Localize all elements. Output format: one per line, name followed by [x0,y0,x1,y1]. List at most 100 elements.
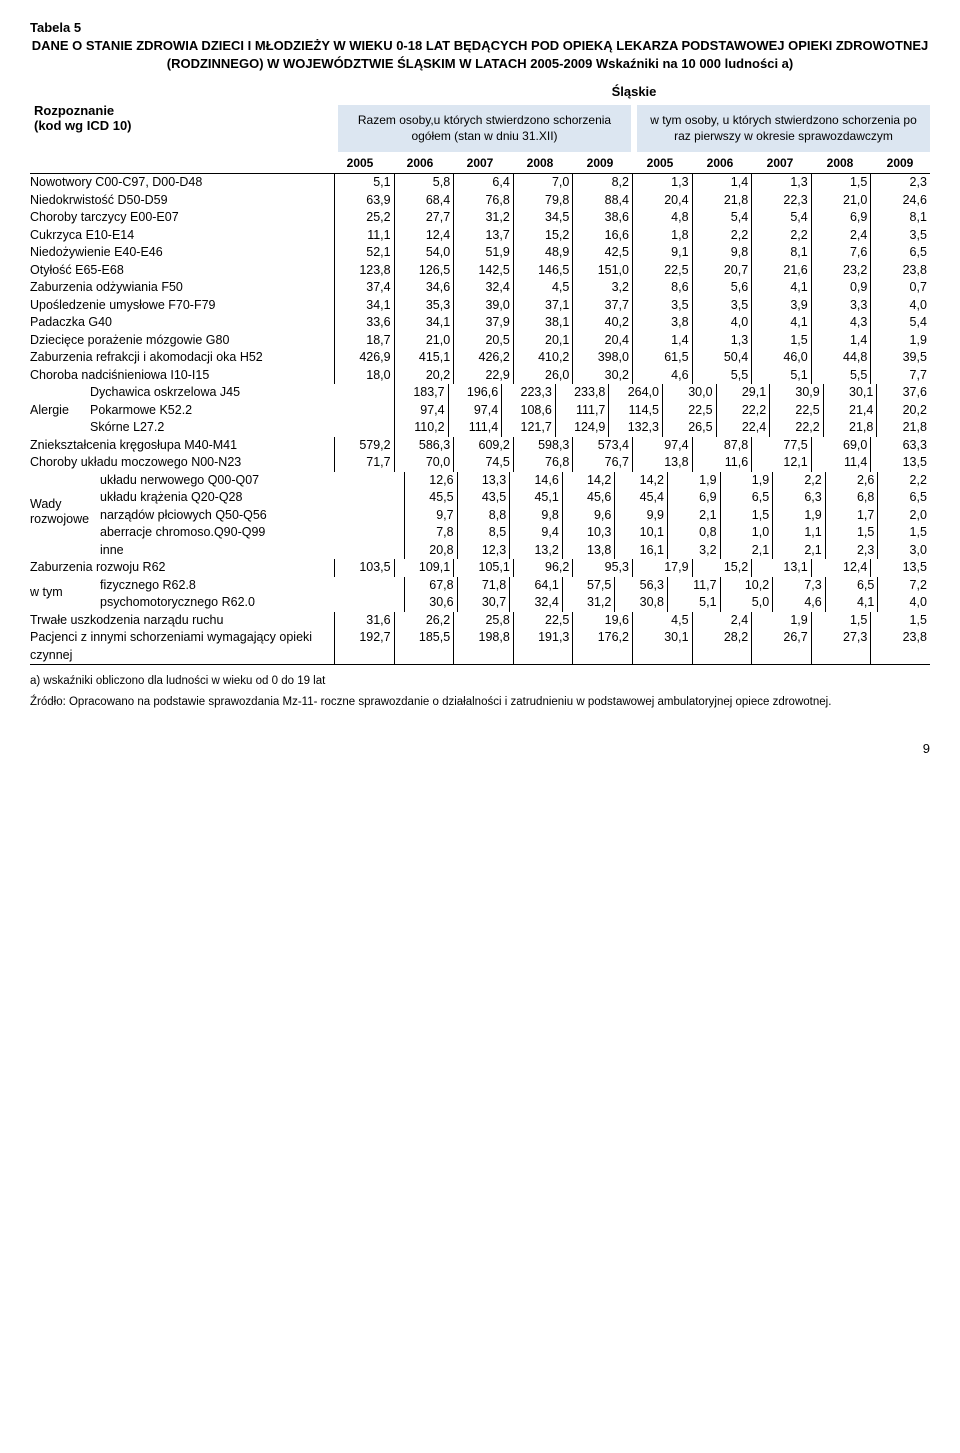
row-label: Trwałe uszkodzenia narządu ruchu [30,612,334,630]
data-cell: 3,5 [870,227,930,245]
data-cell: 37,9 [453,314,513,332]
data-cell: 21,8 [876,419,930,437]
data-cell: 22,9 [453,367,513,385]
data-cell: 43,5 [457,489,510,507]
data-cell: 15,2 [692,559,752,577]
data-cell: 609,2 [453,437,513,455]
data-cell: 1,5 [825,524,878,542]
data-cell: 1,9 [720,472,773,490]
data-cell: 46,0 [751,349,811,367]
data-cell: 3,3 [811,297,871,315]
data-cell: 6,5 [825,577,878,595]
data-cell: 13,3 [457,472,510,490]
data-cell: 22,2 [716,402,770,420]
data-cell: 3,9 [751,297,811,315]
data-cell: 4,0 [870,297,930,315]
data-cell: 45,5 [404,489,457,507]
data-cell: 33,6 [334,314,394,332]
row-label: Zniekształcenia kręgosłupa M40-M41 [30,437,334,455]
data-cell: 13,5 [870,454,930,472]
data-cell: 96,2 [513,559,573,577]
data-cell: 7,7 [870,367,930,385]
data-cell: 7,8 [404,524,457,542]
data-cell: 48,9 [513,244,573,262]
data-cell: 223,3 [501,384,555,402]
table-row: Choroba nadciśnieniowa I10-I1518,020,222… [30,367,930,385]
data-cell: 20,7 [692,262,752,280]
table-row: Otyłość E65-E68123,8126,5142,5146,5151,0… [30,262,930,280]
data-cell: 1,5 [870,612,930,630]
data-cell: 6,5 [720,489,773,507]
years-row: 2005 2006 2007 2008 2009 2005 2006 2007 … [30,156,930,174]
source-text: Źródło: Opracowano na podstawie sprawozd… [30,695,930,711]
data-cell: 14,2 [614,472,667,490]
data-cell: 6,8 [825,489,878,507]
table-row: psychomotorycznego R62.0w tym30,630,732,… [30,594,930,612]
data-cell: 1,0 [720,524,773,542]
data-cell: 6,5 [870,244,930,262]
table-row: Zaburzenia rozwoju R62103,5109,1105,196,… [30,559,930,577]
row-label: Otyłość E65-E68 [30,262,334,280]
row-label: Dychawica oskrzelowa J45 [30,384,394,402]
data-cell: 4,6 [632,367,692,385]
data-cell: 30,6 [404,594,457,612]
page-title: DANE O STANIE ZDROWIA DZIECI I MŁODZIEŻY… [30,37,930,72]
data-cell: 5,5 [811,367,871,385]
row-label: Padaczka G40 [30,314,334,332]
data-cell: 233,8 [555,384,609,402]
table-row: układu krążenia Q20-Q2845,543,545,145,64… [30,489,930,507]
data-cell: 183,7 [394,384,448,402]
data-cell: 5,5 [692,367,752,385]
data-cell: 3,5 [632,297,692,315]
data-cell: 198,8 [453,629,513,664]
row-label: aberracje chromoso.Q90-Q99 [30,524,404,542]
data-cell: 2,2 [751,227,811,245]
data-cell: 5,4 [870,314,930,332]
data-cell: 1,3 [632,174,692,192]
data-cell: 9,8 [692,244,752,262]
data-cell: 103,5 [334,559,394,577]
data-cell: 1,5 [720,507,773,525]
data-cell: 18,0 [334,367,394,385]
data-cell: 13,2 [509,542,562,560]
data-cell: 1,9 [870,332,930,350]
row-label: Choroby tarczycy E00-E07 [30,209,334,227]
data-cell: 1,5 [877,524,930,542]
data-cell: 9,1 [632,244,692,262]
data-cell: 30,2 [572,367,632,385]
data-cell: 13,8 [562,542,615,560]
data-cell: 3,5 [692,297,752,315]
table-row: inne20,812,313,213,816,13,22,12,12,33,0 [30,542,930,560]
data-cell: 56,3 [614,577,667,595]
data-cell: 97,4 [394,402,448,420]
data-cell: 5,6 [692,279,752,297]
data-cell: 39,5 [870,349,930,367]
data-cell: 17,9 [632,559,692,577]
data-cell: 20,1 [513,332,573,350]
data-cell: 34,5 [513,209,573,227]
data-cell: 77,5 [751,437,811,455]
data-cell: 79,8 [513,192,573,210]
data-cell: 20,5 [453,332,513,350]
data-cell: 37,4 [334,279,394,297]
row-label: Zaburzenia odżywiania F50 [30,279,334,297]
data-cell: 11,7 [667,577,720,595]
data-cell: 9,6 [562,507,615,525]
year-cell: 2009 [870,156,930,170]
data-cell: 6,9 [811,209,871,227]
data-cell: 121,7 [501,419,555,437]
data-cell: 4,1 [751,314,811,332]
data-cell: 25,2 [334,209,394,227]
data-cell: 61,5 [632,349,692,367]
table-row: fizycznego R62.867,871,864,157,556,311,7… [30,577,930,595]
table-row: Niedożywienie E40-E4652,154,051,948,942,… [30,244,930,262]
data-cell: 40,2 [572,314,632,332]
data-cell: 22,5 [632,262,692,280]
data-cell: 19,6 [572,612,632,630]
data-cell: 11,4 [811,454,871,472]
data-cell: 4,8 [632,209,692,227]
table-row: Nowotwory C00-C97, D00-D485,15,86,47,08,… [30,174,930,192]
table-row: Pacjenci z innymi schorzeniami wymagając… [30,629,930,664]
data-cell: 9,7 [404,507,457,525]
data-cell: 4,1 [825,594,878,612]
